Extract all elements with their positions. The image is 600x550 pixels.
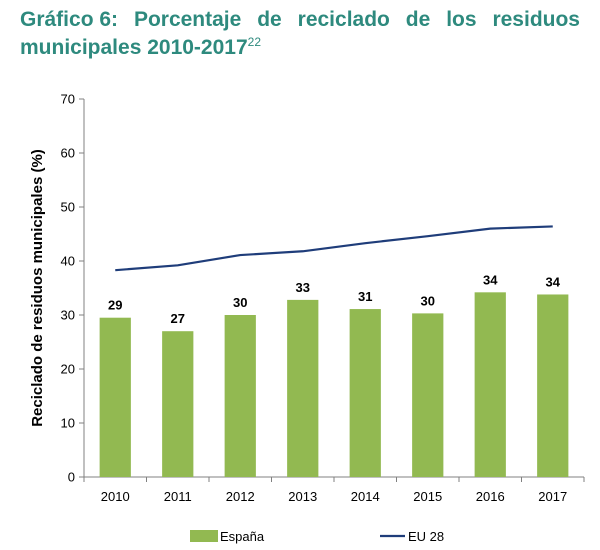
- y-tick-label: 0: [68, 470, 75, 485]
- x-tick-label: 2010: [101, 489, 130, 504]
- x-tick-label: 2012: [226, 489, 255, 504]
- chart-title-word: de: [405, 8, 431, 31]
- x-tick-label: 2017: [538, 489, 567, 504]
- legend-label-espana: España: [220, 529, 265, 544]
- bar-espana: [99, 317, 131, 477]
- footnote-marker: 22: [247, 35, 261, 49]
- data-label: 33: [296, 280, 310, 295]
- bar-espana: [162, 331, 194, 477]
- legend-swatch-espana: [190, 530, 218, 542]
- x-tick-label: 2011: [164, 489, 192, 504]
- y-axis-label: Reciclado de residuos municipales (%): [29, 149, 46, 427]
- data-label: 31: [358, 289, 372, 304]
- bar-espana: [349, 309, 381, 477]
- chart-title: Gráfico 6: Porcentaje de reciclado de los resi…: [20, 6, 580, 62]
- x-tick-label: 2013: [288, 489, 317, 504]
- chart-title-text: municipales 2010-2017: [20, 36, 248, 59]
- line-eu28: [115, 225, 553, 272]
- data-label: 27: [171, 311, 185, 326]
- chart-title-word: de: [257, 8, 282, 31]
- y-tick-label: 30: [61, 308, 75, 323]
- y-tick-label: 50: [61, 200, 75, 215]
- x-tick-label: 2014: [351, 489, 380, 504]
- bar-espana: [412, 313, 444, 477]
- data-label: 29: [108, 298, 122, 313]
- y-tick-label: 20: [61, 362, 75, 377]
- chart-title-word: Porcentaje: [133, 8, 242, 31]
- chart-title-word: los: [446, 8, 477, 31]
- bar-espana: [474, 292, 506, 477]
- data-label: 34: [546, 274, 561, 289]
- chart-title-word: reciclado: [297, 8, 390, 31]
- chart-title-line2: municipales 2010-201722: [20, 34, 580, 62]
- y-tick-label: 60: [61, 146, 75, 161]
- bar-espana: [537, 294, 569, 477]
- data-label: 30: [233, 295, 247, 310]
- data-label: 34: [483, 272, 498, 287]
- chart-title-line1: Gráfico 6: Porcentaje de reciclado de los resi…: [20, 6, 580, 34]
- bar-espana: [224, 315, 256, 477]
- chart-title-word: residuos: [492, 8, 580, 31]
- x-tick-label: 2015: [413, 489, 442, 504]
- x-tick-label: 2016: [476, 489, 505, 504]
- chart-title-word: Gráfico 6:: [20, 8, 119, 31]
- y-tick-label: 70: [61, 92, 75, 107]
- data-label: 30: [421, 293, 435, 308]
- legend-label-eu28: EU 28: [408, 529, 444, 544]
- y-tick-label: 10: [61, 416, 75, 431]
- y-tick-label: 40: [61, 254, 75, 269]
- bar-espana: [287, 299, 319, 477]
